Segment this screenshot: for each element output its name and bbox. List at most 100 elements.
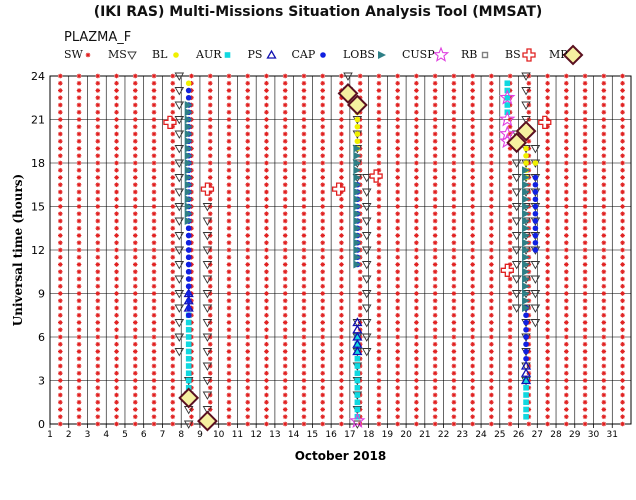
sw-point [282, 211, 288, 217]
sw-stroke [339, 146, 344, 151]
sw-stroke [133, 422, 138, 426]
sw-stroke [320, 298, 325, 303]
sw-point [395, 131, 400, 137]
sw-point [376, 320, 382, 325]
sw-point [282, 146, 288, 151]
sw-point [95, 298, 101, 304]
sw-stroke [320, 139, 325, 144]
sw-point [264, 276, 269, 282]
sw-point [226, 349, 232, 354]
legend-symbol-sw [85, 52, 91, 58]
sw-stroke [208, 327, 213, 332]
sw-point [339, 356, 344, 362]
sw-stroke [301, 103, 306, 107]
sw-point [264, 73, 269, 79]
sw-stroke [376, 306, 381, 310]
sw-point [132, 182, 138, 188]
sw-stroke [245, 139, 250, 144]
sw-point [245, 189, 251, 195]
sw-stroke [245, 262, 250, 267]
sw-point [95, 385, 101, 391]
sw-stroke [283, 298, 288, 303]
sw-point [76, 88, 82, 93]
sw-stroke [114, 211, 119, 216]
sw-stroke [170, 277, 175, 281]
sw-stroke [339, 371, 344, 376]
sw-stroke [114, 117, 119, 122]
sw-point [132, 225, 138, 231]
sw-point [151, 233, 157, 238]
sw-point [264, 291, 269, 296]
sw-point [414, 269, 419, 275]
sw-point [376, 247, 382, 253]
sw-point [114, 218, 119, 224]
sw-stroke [133, 414, 138, 419]
sw-point [320, 291, 325, 296]
sw-stroke [301, 233, 306, 238]
sw-stroke [227, 291, 231, 296]
sw-stroke [95, 95, 100, 100]
sw-point [58, 269, 63, 275]
sw-point [58, 283, 63, 289]
sw-point [114, 262, 119, 267]
sw-point [58, 124, 63, 130]
sw-point [226, 298, 232, 304]
sw-point [264, 175, 269, 180]
sw-stroke [152, 306, 156, 310]
sw-point [264, 378, 269, 383]
sw-stroke [95, 240, 100, 245]
sw-stroke [227, 255, 231, 260]
sw-point [58, 131, 63, 137]
sw-point [245, 117, 251, 122]
sw-point [95, 370, 101, 376]
sw-point [376, 341, 382, 347]
sw-stroke [283, 262, 288, 267]
sw-point [207, 153, 213, 159]
sw-point [414, 254, 419, 260]
sw-point [207, 95, 213, 101]
sw-point [376, 254, 382, 260]
sw-point [170, 334, 176, 340]
sw-stroke [170, 204, 175, 209]
sw-point [357, 80, 363, 86]
sw-stroke [58, 103, 63, 107]
sw-stroke [301, 422, 306, 426]
sw-point [132, 124, 138, 130]
sw-stroke [376, 335, 381, 339]
sw-point [301, 102, 307, 108]
sw-point [76, 407, 82, 412]
sw-point [76, 131, 82, 137]
sw-stroke [170, 313, 175, 318]
sw-point [282, 305, 288, 311]
x-tick-label: 17 [344, 430, 355, 440]
sw-stroke [58, 95, 63, 100]
sw-point [414, 182, 419, 188]
sw-point [132, 414, 138, 420]
sw-stroke [114, 139, 119, 144]
sw-stroke [414, 269, 419, 274]
sw-point [282, 320, 288, 325]
sw-point [76, 378, 82, 383]
sw-stroke [283, 378, 288, 383]
chart-legend: SW MS BL AUR PS CAP LOBS CUSP RB BS MP [0, 0, 636, 70]
sw-point [395, 240, 400, 246]
sw-point [151, 175, 157, 180]
sw-stroke [339, 277, 344, 281]
sw-point [357, 283, 363, 289]
sw-stroke [245, 313, 250, 318]
sw-stroke [114, 262, 119, 267]
sw-point [151, 327, 157, 333]
sw-point [320, 407, 325, 412]
sw-stroke [77, 284, 82, 289]
sw-point [226, 117, 232, 122]
sw-point [245, 370, 251, 376]
sw-point [58, 167, 63, 173]
sw-stroke [339, 364, 344, 368]
sw-point [170, 254, 176, 260]
sw-point [170, 109, 176, 115]
sw-stroke [320, 117, 325, 122]
sw-stroke [245, 320, 250, 325]
sw-stroke [58, 335, 63, 339]
sw-point [320, 204, 325, 209]
sw-point [339, 370, 344, 376]
